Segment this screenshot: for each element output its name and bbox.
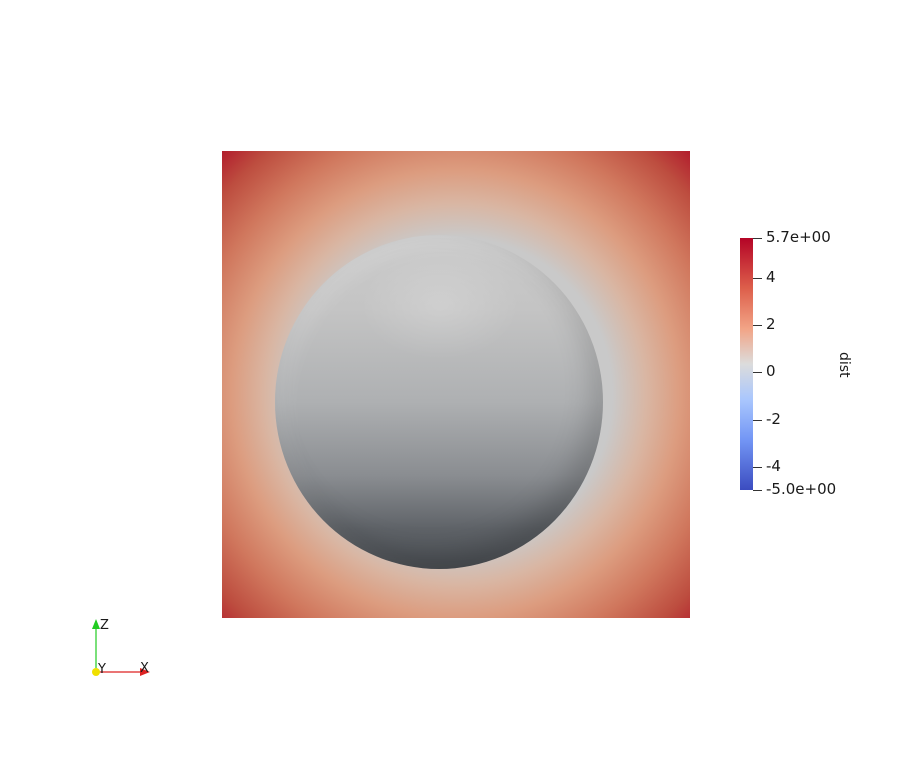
axis-y-label: Y [98, 662, 106, 677]
colorbar-tick-label: 2 [766, 315, 776, 333]
sphere-surface [275, 235, 603, 569]
colorbar-tick-label: 0 [766, 362, 776, 380]
sphere-highlight [360, 250, 520, 360]
colorbar-max-label: 5.7e+00 [766, 228, 831, 246]
axis-z-label: Z [100, 618, 109, 633]
axis-x-label: X [140, 661, 149, 676]
colorbar-tick-4 [753, 278, 762, 279]
colorbar-min-label: -5.0e+00 [766, 480, 837, 498]
colorbar-tick-0 [753, 372, 762, 373]
colorbar-tick-2 [753, 325, 762, 326]
orientation-axes-icon [92, 619, 150, 676]
colorbar-tick-label: -2 [766, 410, 781, 428]
colorbar-tick-label: -4 [766, 457, 781, 475]
orientation-axes: Z Y X [80, 615, 160, 685]
colorbar-tick-neg4 [753, 467, 762, 468]
color-legend-bar [740, 238, 753, 490]
colorbar-tick-min [753, 490, 762, 491]
colorbar-title: dist [836, 352, 852, 378]
colorbar-tick-max [753, 238, 762, 239]
colorbar-tick-neg2 [753, 420, 762, 421]
colorbar-tick-label: 4 [766, 268, 776, 286]
